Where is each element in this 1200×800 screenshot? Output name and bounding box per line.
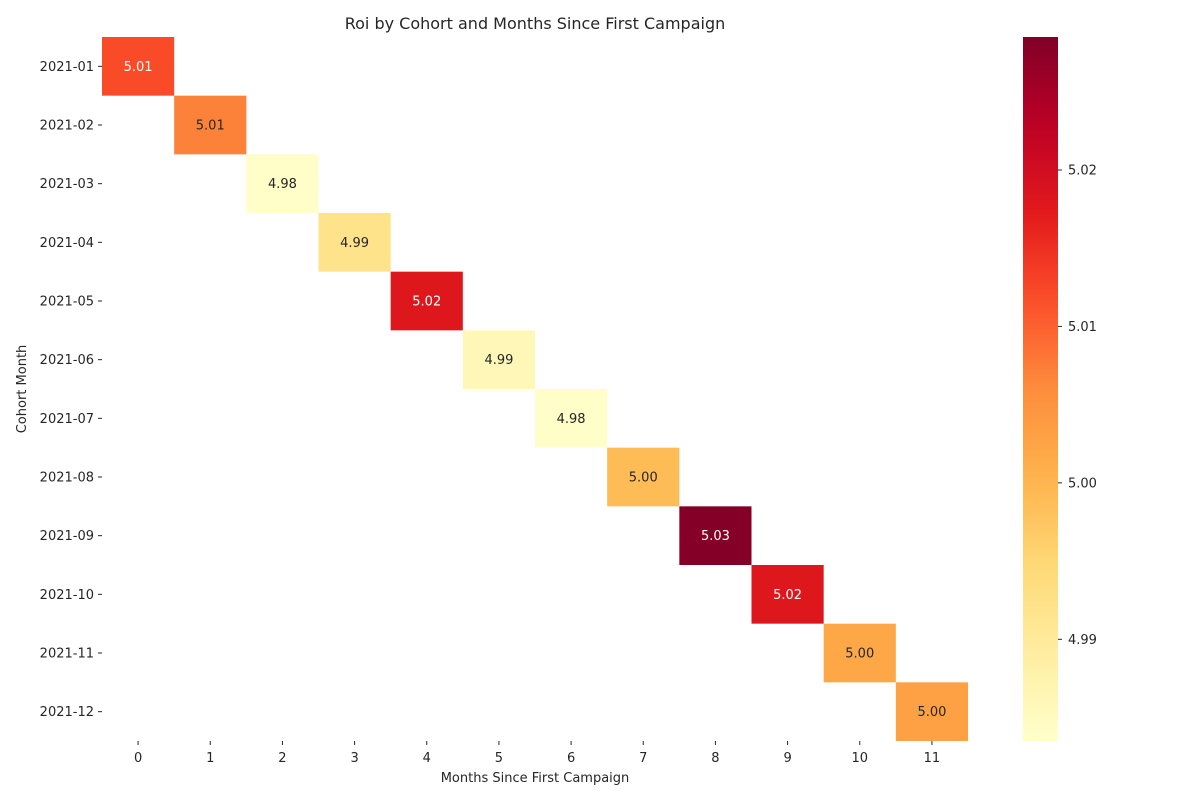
colorbar-tick-label: 5.02	[1068, 163, 1097, 178]
y-tick-label: 2021-12	[40, 705, 94, 720]
heatmap-cell	[823, 623, 896, 683]
y-axis-ticks: 2021-01 2021-02 2021-03 2021-04 2021-05 2021-…	[40, 60, 102, 720]
heatmap-cell	[679, 506, 752, 565]
cell-value-label: 4.99	[340, 236, 369, 251]
cell-value-label: 5.00	[629, 471, 658, 486]
heatmap-cell	[535, 389, 608, 448]
colorbar-tick-label: 4.99	[1068, 633, 1097, 648]
x-axis-label: Months Since First Campaign	[441, 771, 630, 786]
cell-value-label: 4.98	[557, 412, 586, 427]
heatmap-cell	[462, 330, 535, 389]
colorbar-tick-label: 5.00	[1068, 476, 1097, 491]
x-tick-label: 4	[423, 751, 431, 766]
x-tick-label: 8	[711, 751, 719, 766]
y-tick-label: 2021-05	[40, 295, 94, 310]
cell-value-label: 5.00	[917, 705, 946, 720]
heatmap-cell	[895, 682, 968, 741]
x-tick-label: 0	[134, 751, 142, 766]
cell-value-label: 5.01	[196, 119, 225, 134]
cell-value-label: 5.01	[124, 60, 153, 75]
y-tick-label: 2021-11	[40, 647, 94, 662]
cell-value-label: 4.98	[268, 177, 297, 192]
y-tick-label: 2021-04	[40, 236, 94, 251]
heatmap-cell	[751, 565, 824, 624]
x-tick-label: 6	[567, 751, 575, 766]
colorbar-ticks: 4.99 5.00 5.01 5.02	[1058, 163, 1097, 648]
cell-value-label: 5.03	[701, 529, 730, 544]
cell-value-label: 5.02	[412, 295, 441, 310]
y-tick-label: 2021-07	[40, 412, 94, 427]
chart-title: Roi by Cohort and Months Since First Cam…	[345, 14, 726, 33]
cell-value-label: 5.00	[845, 647, 874, 662]
colorbar-tick-label: 5.01	[1068, 320, 1097, 335]
heatmap-cells: 5.01 5.01 4.98 4.99 5.02 4.99 4.98 5.00 5.03 5.02…	[102, 37, 968, 741]
y-tick-label: 2021-08	[40, 471, 94, 486]
heatmap-cell	[102, 37, 175, 96]
y-tick-label: 2021-10	[40, 588, 94, 603]
x-axis-ticks: 0 1 2 3 4 5 6 7 8 9 10 11	[134, 741, 940, 766]
y-tick-label: 2021-01	[40, 60, 94, 75]
x-tick-label: 1	[206, 751, 214, 766]
x-tick-label: 10	[851, 751, 868, 766]
x-tick-label: 11	[924, 751, 941, 766]
cell-value-label: 5.02	[773, 588, 802, 603]
x-tick-label: 7	[639, 751, 647, 766]
x-tick-label: 2	[278, 751, 286, 766]
heatmap-cell	[607, 447, 680, 507]
heatmap-cell	[246, 154, 319, 213]
colorbar	[1023, 37, 1058, 741]
x-tick-label: 9	[783, 751, 791, 766]
y-tick-label: 2021-06	[40, 353, 94, 368]
x-tick-label: 3	[350, 751, 358, 766]
y-tick-label: 2021-09	[40, 529, 94, 544]
heatmap-cell	[390, 271, 463, 331]
x-tick-label: 5	[495, 751, 503, 766]
y-axis-label: Cohort Month	[15, 345, 30, 434]
y-tick-label: 2021-02	[40, 119, 94, 134]
heatmap-cell	[318, 213, 391, 272]
cell-value-label: 4.99	[484, 353, 513, 368]
heatmap-cell	[174, 95, 247, 155]
y-tick-label: 2021-03	[40, 177, 94, 192]
